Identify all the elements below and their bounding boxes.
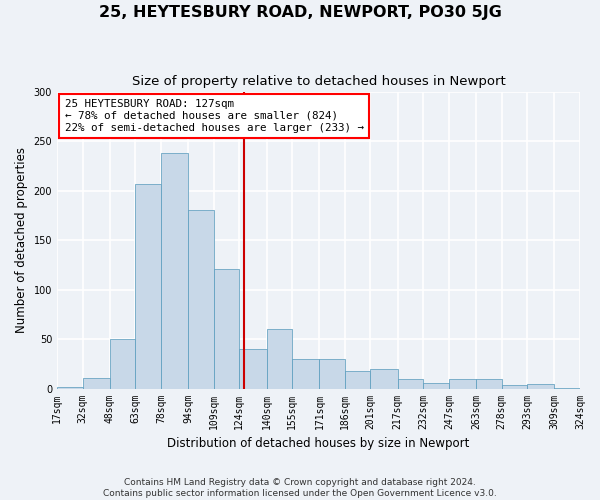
Bar	[136, 184, 161, 388]
Bar	[345, 371, 370, 388]
Bar	[398, 378, 423, 388]
Bar	[266, 329, 292, 388]
Bar	[423, 382, 449, 388]
Title: Size of property relative to detached houses in Newport: Size of property relative to detached ho…	[131, 75, 505, 88]
Text: 25, HEYTESBURY ROAD, NEWPORT, PO30 5JG: 25, HEYTESBURY ROAD, NEWPORT, PO30 5JG	[98, 5, 502, 20]
Bar	[527, 384, 554, 388]
Bar	[214, 269, 239, 388]
Bar	[502, 384, 527, 388]
Text: 25 HEYTESBURY ROAD: 127sqm
← 78% of detached houses are smaller (824)
22% of sem: 25 HEYTESBURY ROAD: 127sqm ← 78% of deta…	[65, 100, 364, 132]
X-axis label: Distribution of detached houses by size in Newport: Distribution of detached houses by size …	[167, 437, 470, 450]
Bar	[188, 210, 214, 388]
Bar	[110, 339, 136, 388]
Bar	[239, 349, 266, 389]
Bar	[476, 378, 502, 388]
Bar	[370, 369, 398, 388]
Bar	[57, 386, 83, 388]
Bar	[292, 359, 319, 388]
Bar	[83, 378, 110, 388]
Bar	[449, 378, 476, 388]
Text: Contains HM Land Registry data © Crown copyright and database right 2024.
Contai: Contains HM Land Registry data © Crown c…	[103, 478, 497, 498]
Y-axis label: Number of detached properties: Number of detached properties	[15, 147, 28, 333]
Bar	[319, 359, 345, 388]
Bar	[161, 153, 188, 388]
